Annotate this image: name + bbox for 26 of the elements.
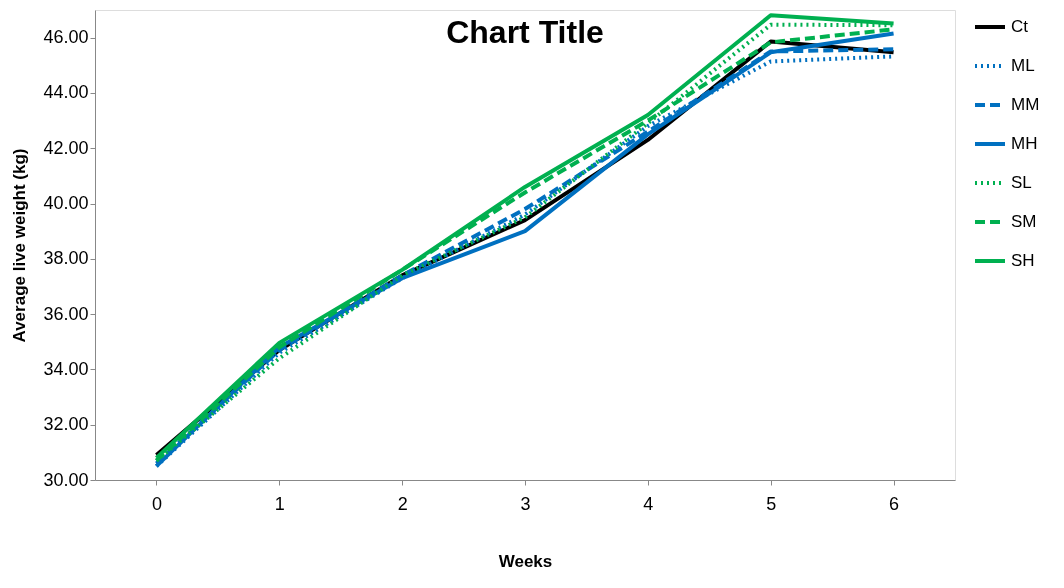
y-tick-label: 46.00 (43, 27, 89, 48)
legend-label: Ct (1011, 17, 1029, 36)
y-tick-label: 32.00 (43, 414, 89, 435)
x-axis-title: Weeks (498, 551, 553, 571)
y-tick-label: 42.00 (43, 137, 89, 158)
x-tick-label: 4 (643, 493, 654, 514)
y-tick-label: 30.00 (43, 469, 89, 490)
chart-title: Chart Title (446, 14, 604, 50)
y-tick-label: 38.00 (43, 248, 89, 269)
y-tick-label: 34.00 (43, 358, 89, 379)
x-tick-label: 3 (520, 493, 531, 514)
x-tick-label: 6 (889, 493, 900, 514)
legend-label: MH (1011, 134, 1038, 153)
x-tick-label: 0 (151, 493, 162, 514)
legend-label: SL (1011, 173, 1032, 192)
y-axis-title: Average live weight (kg) (10, 148, 30, 343)
x-tick-label: 2 (397, 493, 408, 514)
y-tick-label: 40.00 (43, 193, 89, 214)
legend-label: MM (1011, 95, 1040, 114)
x-tick-label: 1 (274, 493, 285, 514)
legend-label: ML (1011, 56, 1035, 75)
legend-label: SH (1011, 251, 1035, 270)
legend-label: SM (1011, 212, 1037, 231)
y-tick-label: 36.00 (43, 303, 89, 324)
x-tick-label: 5 (766, 493, 777, 514)
y-tick-label: 44.00 (43, 82, 89, 103)
